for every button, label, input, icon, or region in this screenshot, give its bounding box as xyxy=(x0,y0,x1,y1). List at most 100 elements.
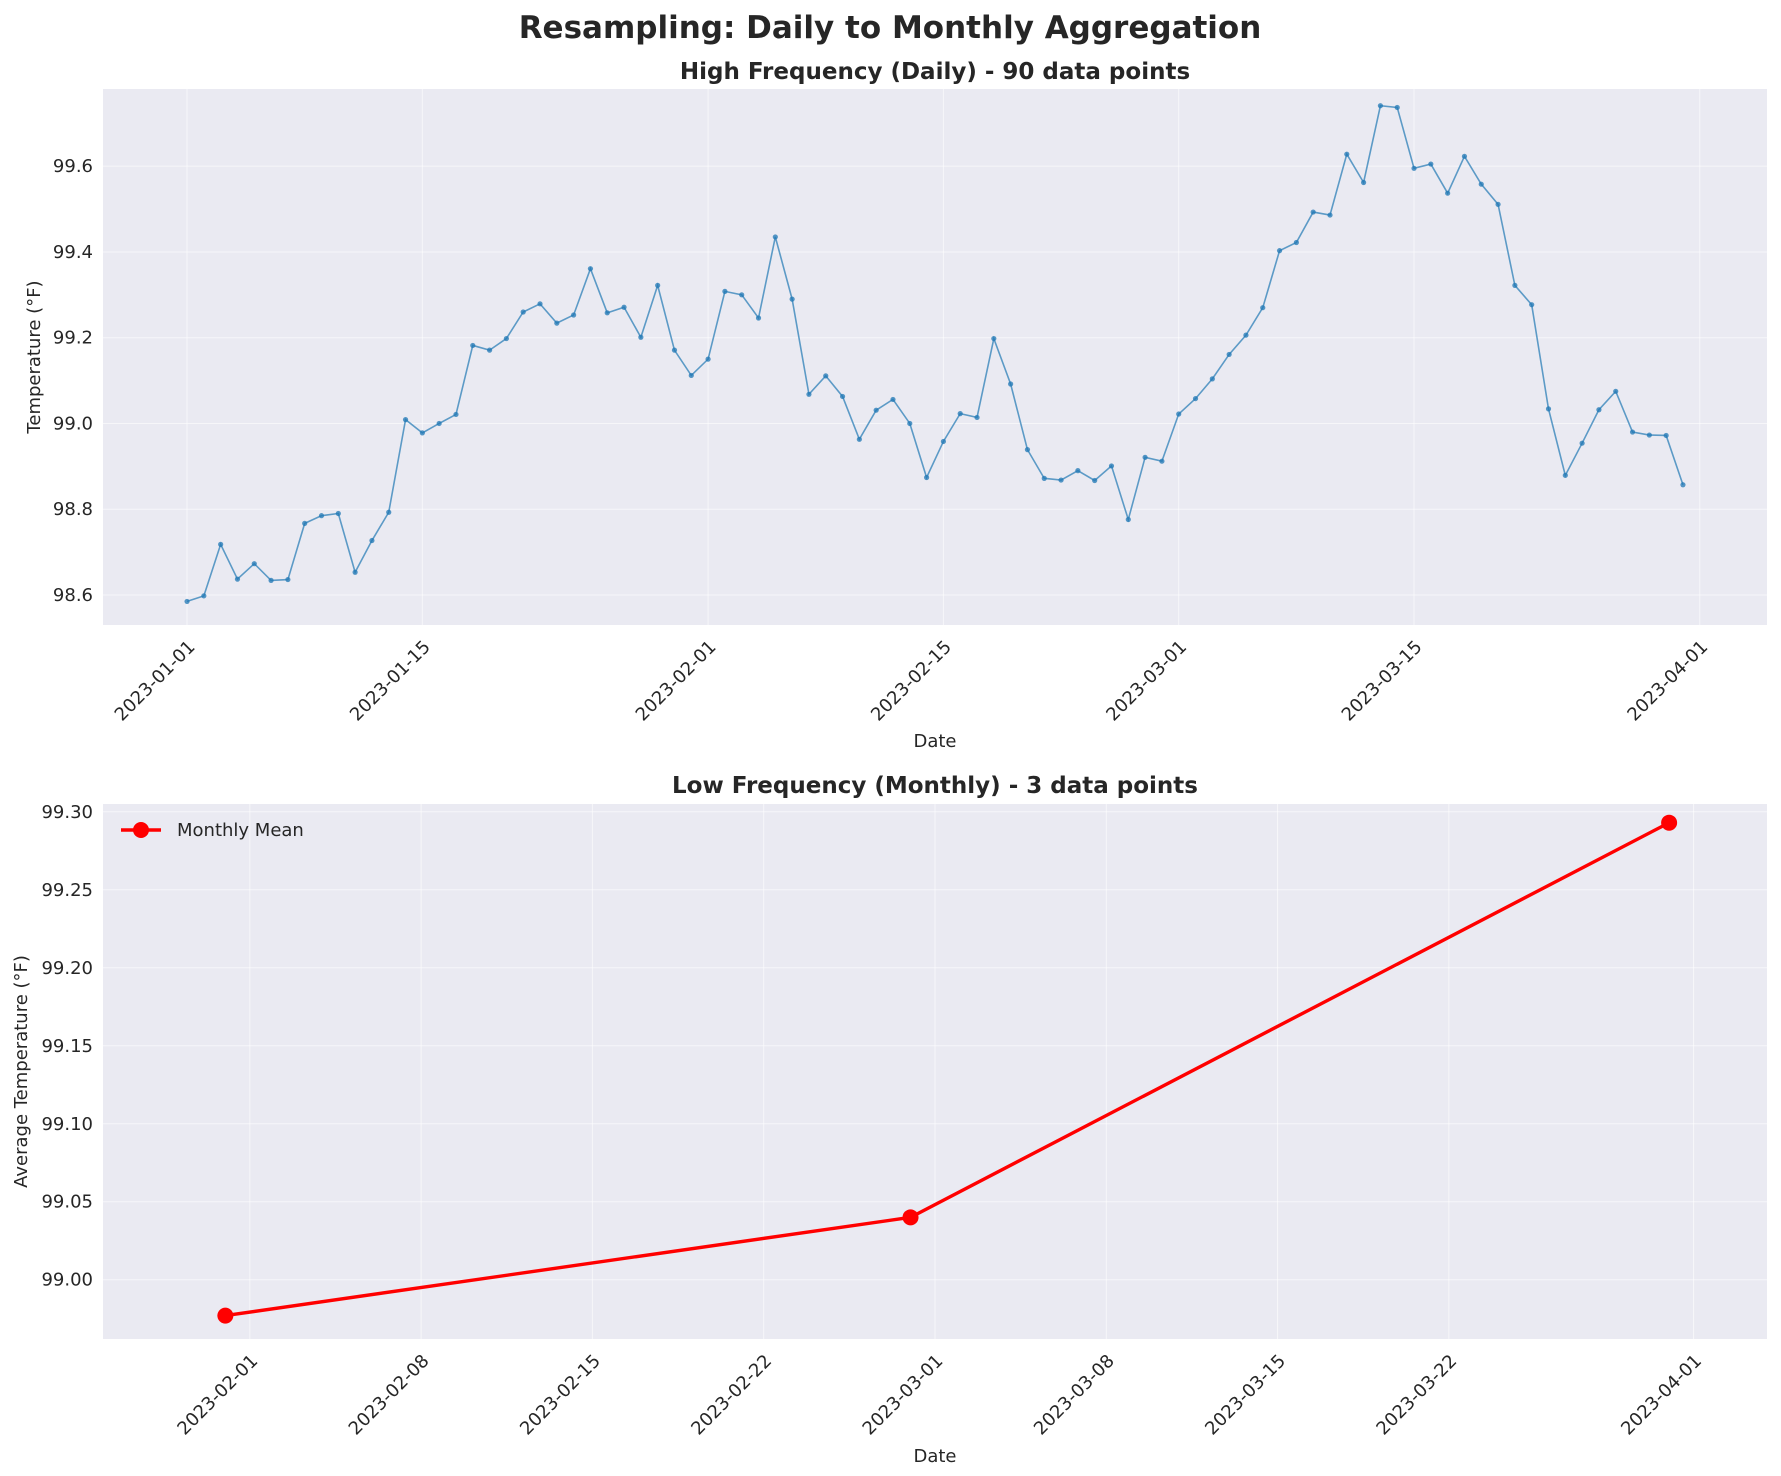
daily-data-point xyxy=(890,396,896,403)
daily-data-point xyxy=(1142,454,1148,460)
daily-data-point xyxy=(386,509,392,515)
daily-data-point xyxy=(991,335,997,342)
x-tick-label: 2023-03-01 xyxy=(1102,637,1191,726)
daily-data-point xyxy=(1394,104,1400,111)
daily-data-point xyxy=(1562,472,1568,478)
y-tick-label: 99.0 xyxy=(53,413,93,434)
daily-data-point xyxy=(251,561,257,567)
daily-data-point xyxy=(571,312,577,318)
daily-data-point xyxy=(1192,395,1199,402)
daily-data-point xyxy=(739,292,745,298)
daily-data-point xyxy=(1646,432,1652,438)
daily-data-point xyxy=(856,436,862,442)
daily-data-point xyxy=(1361,179,1367,186)
x-tick-label: 2023-04-01 xyxy=(1617,1351,1706,1440)
daily-data-point xyxy=(1445,190,1451,196)
daily-data-point xyxy=(1260,305,1266,311)
y-tick-label: 99.10 xyxy=(41,1114,93,1135)
daily-grid xyxy=(103,89,1767,625)
daily-data-point xyxy=(503,335,509,342)
x-tick-label: 2023-02-22 xyxy=(687,1351,776,1440)
y-tick-label: 99.15 xyxy=(41,1036,93,1057)
x-tick-label: 2023-02-15 xyxy=(516,1351,605,1440)
x-tick-label: 2023-03-15 xyxy=(1201,1351,1290,1440)
monthly-series xyxy=(217,814,1678,1324)
monthly-chart-title: Low Frequency (Monthly) - 3 data points xyxy=(672,773,1198,799)
daily-data-point xyxy=(1545,406,1552,412)
daily-data-point xyxy=(1461,153,1468,159)
figure-title: Resampling: Daily to Monthly Aggregation xyxy=(519,10,1262,46)
daily-data-point xyxy=(1428,161,1434,167)
daily-data-point xyxy=(621,304,627,310)
daily-data-point xyxy=(268,577,274,584)
daily-data-point xyxy=(184,598,190,605)
daily-temperature-line xyxy=(186,104,1684,603)
legend-marker-swatch xyxy=(133,822,149,838)
x-tick-label: 2023-04-01 xyxy=(1623,637,1712,726)
daily-data-point xyxy=(1310,209,1316,215)
daily-data-point xyxy=(436,420,442,427)
daily-data-point xyxy=(318,513,325,519)
daily-data-point xyxy=(335,510,341,517)
daily-data-point xyxy=(1041,475,1047,481)
monthly-y-axis-label: Average Temperature (°F) xyxy=(11,955,32,1188)
daily-data-point xyxy=(1579,440,1585,446)
daily-data-point xyxy=(352,569,358,575)
daily-data-point xyxy=(1024,447,1031,453)
daily-data-point xyxy=(369,537,375,544)
daily-data-point xyxy=(1411,165,1417,171)
daily-data-point xyxy=(1209,376,1215,382)
y-tick-label: 99.2 xyxy=(53,328,93,349)
daily-data-point xyxy=(1226,351,1232,358)
daily-data-point xyxy=(1276,248,1283,254)
y-tick-label: 99.05 xyxy=(41,1192,93,1213)
daily-series xyxy=(184,103,1686,605)
x-tick-label: 2023-02-01 xyxy=(173,1351,262,1440)
daily-data-point xyxy=(1613,388,1619,394)
daily-data-point xyxy=(705,356,711,362)
daily-chart-title: High Frequency (Daily) - 90 data points xyxy=(680,59,1190,85)
daily-data-point xyxy=(789,296,795,302)
monthly-data-point xyxy=(217,1307,234,1324)
daily-data-point xyxy=(722,288,728,294)
x-tick-label: 2023-03-08 xyxy=(1030,1351,1119,1440)
daily-data-point xyxy=(655,282,661,288)
daily-data-point xyxy=(638,334,644,340)
daily-data-point xyxy=(302,520,308,526)
daily-data-point xyxy=(957,411,963,417)
daily-data-point xyxy=(1108,463,1115,469)
x-tick-label: 2023-03-01 xyxy=(859,1351,948,1440)
x-tick-label: 2023-01-01 xyxy=(111,637,200,726)
daily-data-point xyxy=(587,266,594,272)
daily-data-point xyxy=(974,414,980,421)
daily-data-point xyxy=(1512,282,1518,288)
daily-data-point xyxy=(671,347,678,353)
y-tick-label: 99.30 xyxy=(41,802,93,823)
daily-data-point xyxy=(873,407,879,413)
monthly-chart: 99.00 99.05 99.10 99.15 99.20 99.25 99.30 2023-… xyxy=(11,773,1767,1467)
daily-data-point xyxy=(1680,482,1686,488)
daily-data-point xyxy=(234,576,241,582)
y-tick-label: 99.25 xyxy=(41,880,93,901)
monthly-x-axis-label: Date xyxy=(913,1446,956,1467)
daily-data-point xyxy=(520,309,526,315)
x-tick-label: 2023-03-15 xyxy=(1338,637,1427,726)
y-tick-label: 99.6 xyxy=(53,156,93,177)
legend-label-monthly-mean: Monthly Mean xyxy=(177,820,304,841)
daily-data-point xyxy=(772,234,778,240)
daily-data-point xyxy=(823,373,829,379)
daily-data-point xyxy=(755,315,762,321)
daily-data-point xyxy=(486,347,493,353)
daily-data-point xyxy=(470,342,476,349)
daily-data-point xyxy=(1058,477,1064,483)
monthly-data-point xyxy=(1661,814,1678,831)
daily-data-point xyxy=(1495,201,1501,207)
daily-data-point xyxy=(419,430,425,436)
daily-data-point xyxy=(537,301,543,307)
daily-data-point xyxy=(1478,181,1484,187)
x-tick-label: 2023-02-08 xyxy=(345,1351,434,1440)
daily-data-point xyxy=(923,474,930,481)
daily-data-point xyxy=(940,438,947,445)
daily-data-point xyxy=(218,541,224,547)
